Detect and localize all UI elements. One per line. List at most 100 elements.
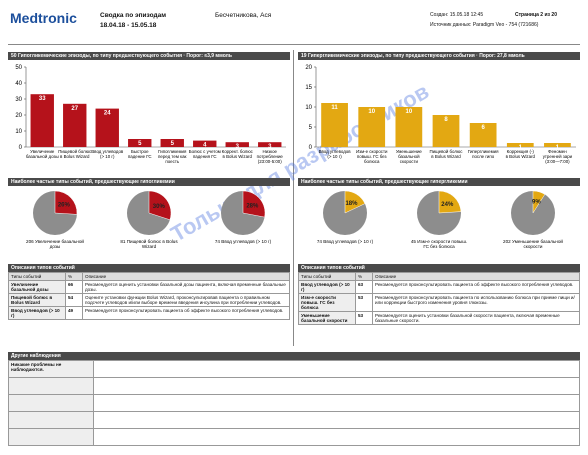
notes-empty-row [8, 377, 580, 395]
table-cell: Рекомендуется проконсультировать пациент… [372, 293, 580, 312]
y-tick-label: 50 [15, 65, 22, 71]
x-tick-label: Коррект. болюс в Bolus Wizard [222, 149, 254, 159]
pie-charts: 18% 74 Ввод углеводов (> 10 г) 24% 45 Изм-е… [317, 190, 563, 249]
table-cell: Рекомендуется проконсультировать пациент… [372, 280, 580, 294]
logo: Medtronic [10, 10, 77, 26]
bar [30, 94, 54, 147]
table-header-cell: Описание [372, 272, 580, 281]
notes-row: Никакие проблемы не наблюдаются. [8, 360, 580, 378]
pie-slice [344, 190, 366, 214]
pie-label: 45 Изм-е скорости повыш. ГС без болюса [411, 239, 467, 249]
bar-value-label: 3 [236, 144, 240, 150]
table-cell: Ввод углеводов (> 10 г) [8, 306, 66, 320]
bar-value-label: 1 [519, 145, 523, 151]
pie-section-title: Наиболее частые типы событий, предшеству… [298, 178, 580, 186]
pie-label: 206 Увеличение базальной дозы [26, 238, 84, 249]
bar-value-label: 6 [481, 125, 485, 131]
x-tick-label: Быстрое падение ГС [128, 149, 152, 159]
x-tick-label: Болюс с учетом падения ГС [189, 149, 221, 159]
pie-value-label: 24% [441, 202, 454, 208]
pie-section-title: Наиболее частые типы событий, предшеству… [8, 178, 290, 186]
table-header-row: Типы событий% Описание [8, 272, 290, 281]
bar-value-label: 24 [104, 111, 111, 117]
table-cell: 54 [65, 293, 83, 307]
table-cell: Пищевой болюс в Bolus Wizard [8, 293, 66, 307]
table-row: Изм-е скорости повыш. ГС без болюса 53 Рек… [298, 293, 580, 312]
x-tick-label: Ввод углеводов (> 10 г) [91, 149, 124, 159]
table-title: Описания типов событий [298, 264, 580, 272]
bar [225, 142, 249, 147]
table-cell: 53 [355, 293, 373, 312]
notes-blank [8, 411, 94, 429]
table-cell: 66 [65, 280, 83, 294]
y-tick-label: 15 [305, 85, 312, 91]
bar [469, 123, 497, 147]
pie-value-label: 28% [246, 203, 259, 209]
notes-blank [93, 377, 580, 395]
table-header-cell: Описание [82, 272, 290, 281]
table-row: Увеличение базальной дозы 66 Рекомендуется… [8, 280, 290, 294]
x-tick-label: Увеличение базальной дозы [26, 149, 59, 159]
pie-charts: 26% 206 Увеличение базальной дозы 30% 81 Пищ… [26, 190, 272, 249]
pie-value-label: 30% [153, 204, 166, 210]
table-cell: Рекомендуется проконсультировать пациент… [82, 306, 290, 320]
table-cell: Увеличение базальной дозы [8, 280, 66, 294]
bar [321, 103, 348, 147]
pie-slice [438, 190, 462, 214]
bar-value-label: 10 [406, 109, 413, 115]
x-tick-label: Изм-е скорости повыш. ГС без болюса [356, 149, 388, 164]
bar [258, 142, 282, 147]
notes-blank [93, 360, 580, 378]
data-source: Источник данных: Paradigm Veo - 754 (721… [430, 22, 539, 28]
table-row: Пищевой болюс в Bolus Wizard 54 Оцените ус… [8, 293, 290, 307]
bar-value-label: 11 [331, 105, 338, 111]
table-cell: Уменьшение базальной скорости [298, 311, 356, 325]
bar [193, 140, 217, 147]
pie-label: 81 Пищевой болюс в Bolus Wizard [120, 238, 178, 249]
created: Создан: 15.05.18 12:45 [430, 12, 484, 18]
bar-value-label: 1 [556, 145, 560, 151]
x-tick-label: Пищевой болюс в Bolus Wizard [430, 149, 464, 159]
pie-slice [532, 190, 546, 214]
table-cell: Оцените установки функции Bolus Wizard, … [82, 293, 290, 307]
notes-blank [93, 428, 580, 446]
y-tick-label: 10 [15, 129, 22, 135]
table-cell: 63 [355, 280, 373, 294]
bar-value-label: 5 [138, 141, 142, 147]
notes-blank [8, 428, 94, 446]
notes-section: Другие наблюдения Никакие проблемы не наб… [8, 352, 580, 446]
notes-table: Никакие проблемы не наблюдаются. [8, 360, 580, 446]
y-tick-label: 5 [309, 125, 313, 131]
bar [432, 115, 460, 147]
notes-title: Другие наблюдения [8, 352, 580, 360]
table-header-cell: Типы событий [8, 272, 66, 281]
table-cell: 53 [355, 311, 373, 325]
report-period: 18.04.18 - 15.05.18 [100, 22, 157, 29]
patient-name: Бесчетникова, Ася [215, 12, 272, 19]
notes-blank [8, 377, 94, 395]
bar-value-label: 4 [203, 143, 207, 149]
bar-value-label: 27 [71, 106, 78, 112]
table-cell: Ввод углеводов (> 10 г) [298, 280, 356, 294]
x-tick-label: Уменьшение базальной скорости [396, 149, 423, 164]
pie-label: 74 Ввод углеводов (> 10 г) [317, 239, 374, 244]
y-tick-label: 10 [305, 105, 312, 111]
y-tick-label: 30 [15, 97, 22, 103]
bar [358, 107, 386, 147]
bar-value-label: 33 [39, 96, 46, 102]
table-row: Уменьшение базальной скорости 53 Рекоменду… [298, 311, 580, 325]
pie-slice [242, 190, 266, 218]
notes-blank [93, 411, 580, 429]
table-cell: Рекомендуется оценить установки базально… [82, 280, 290, 294]
bar [544, 143, 571, 147]
pie-value-label: 26% [58, 203, 71, 209]
report-title: Сводка по эпизодам [100, 12, 167, 19]
x-tick-label: Пищевой болюс в Bolus Wizard [58, 149, 92, 159]
pie-slice [148, 190, 172, 221]
x-tick-label: Коррекция (-) в Bolus Wizard [506, 149, 536, 159]
event-table-wrap: Типы событий% Описание Увеличение базально… [8, 272, 290, 320]
panel-divider [293, 50, 294, 346]
bar [395, 107, 423, 147]
bar [63, 103, 87, 147]
